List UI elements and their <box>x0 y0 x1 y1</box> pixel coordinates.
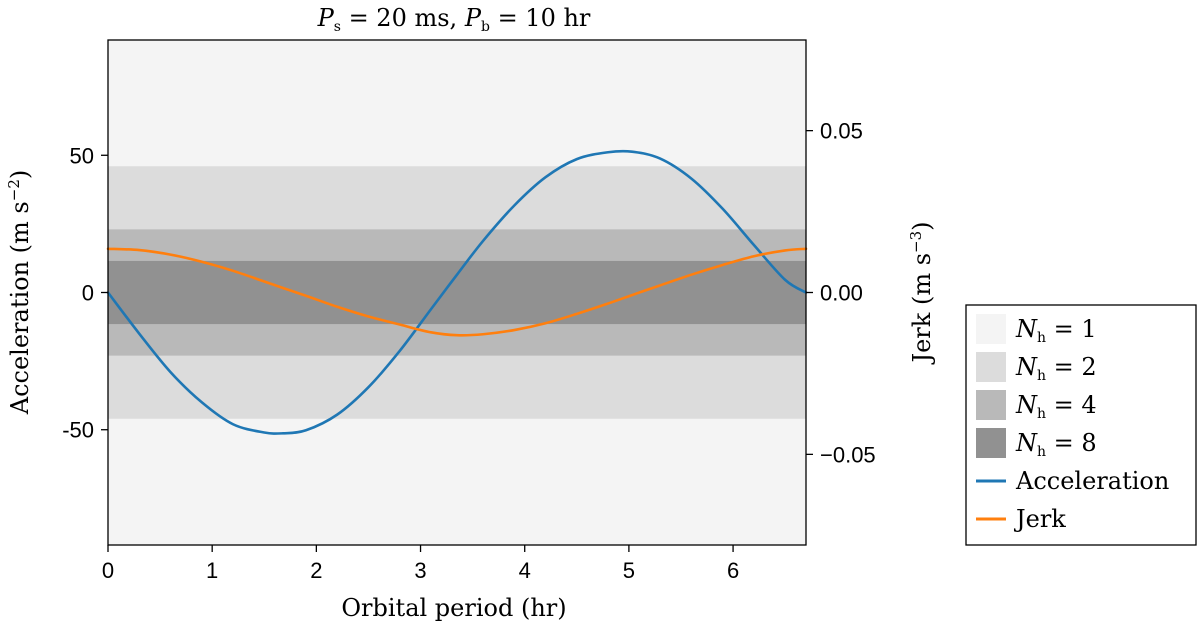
x-axis-title: Orbital period (hr) <box>341 594 566 622</box>
legend-label-jerk: Jerk <box>1013 505 1066 533</box>
right-y-tick-label: 0.05 <box>820 119 863 144</box>
x-tick-label: 3 <box>414 558 426 583</box>
left-y-tick-label: 50 <box>70 143 94 168</box>
x-tick-label: 0 <box>102 558 114 583</box>
legend-swatch-nh-2 <box>976 352 1006 382</box>
x-tick-label: 2 <box>310 558 322 583</box>
x-tick-label: 4 <box>519 558 531 583</box>
legend-swatch-nh-4 <box>976 390 1006 420</box>
right-y-tick-label: 0.00 <box>820 281 863 306</box>
x-axis: 0 1 2 3 4 5 6 <box>102 545 739 583</box>
legend-swatch-nh-8 <box>976 428 1006 458</box>
right-y-axis-title: Jerk (m s−3) <box>907 221 936 365</box>
legend-label-nh-1: Nh = 1 <box>1015 315 1097 346</box>
legend-label-acceleration: Acceleration <box>1015 467 1169 495</box>
nh-bands <box>108 40 806 545</box>
legend: Nh = 1 Nh = 2 Nh = 4 Nh = 8 Acceleration Jerk <box>965 304 1197 546</box>
x-tick-label: 5 <box>623 558 635 583</box>
band-nh-8 <box>108 260 806 325</box>
x-tick-label: 1 <box>206 558 218 583</box>
right-y-tick-label: −0.05 <box>820 442 876 467</box>
legend-box <box>965 304 1197 546</box>
series-line-acceleration <box>106 149 808 435</box>
series-line-jerk <box>106 247 808 337</box>
left-y-tick-label: -50 <box>62 418 94 443</box>
left-y-axis: 50 0 -50 <box>62 143 108 443</box>
chart-title: Ps = 20 ms, Pb = 10 hr <box>317 4 591 35</box>
left-y-axis-title: Acceleration (m s−2) <box>5 170 34 416</box>
left-y-tick-label: 0 <box>82 281 94 306</box>
x-tick-label: 6 <box>727 558 739 583</box>
legend-label-nh-4: Nh = 4 <box>1015 391 1097 422</box>
legend-label-nh-2: Nh = 2 <box>1015 353 1097 384</box>
legend-swatch-nh-1 <box>976 314 1006 344</box>
right-y-axis: 0.05 0.00 −0.05 <box>806 119 876 467</box>
series-lines <box>106 149 808 435</box>
legend-label-nh-8: Nh = 8 <box>1015 429 1097 460</box>
